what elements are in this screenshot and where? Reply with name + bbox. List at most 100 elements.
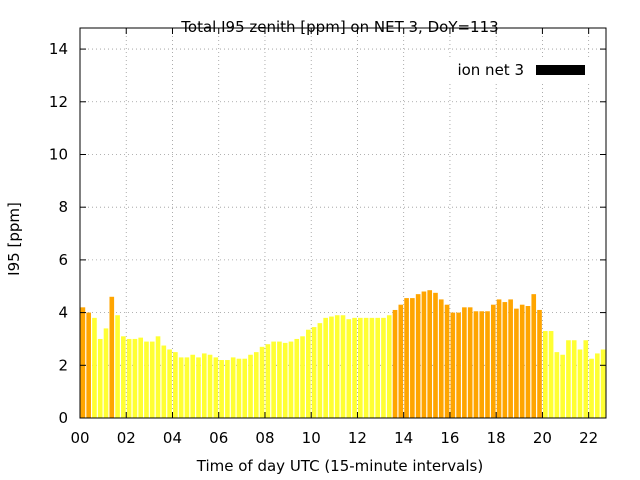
bar (144, 341, 149, 418)
bar (184, 357, 190, 418)
y-tick-label: 0 (58, 409, 68, 427)
x-axis-label: Time of day UTC (15-minute intervals) (196, 457, 483, 475)
x-tick-label: 12 (348, 429, 367, 447)
bar (519, 304, 525, 418)
bar (230, 357, 236, 418)
bar (392, 309, 398, 418)
bar (86, 312, 91, 418)
x-tick-label: 08 (255, 429, 274, 447)
bar (433, 292, 438, 418)
x-tick-label: 20 (533, 429, 552, 447)
bar (514, 308, 519, 418)
bar (363, 317, 369, 418)
bar (334, 315, 340, 418)
bar (288, 341, 294, 418)
bar (109, 296, 115, 418)
y-tick-label: 12 (49, 93, 68, 111)
bar (490, 304, 496, 418)
bar (311, 327, 317, 418)
bar (259, 346, 265, 418)
bar (542, 331, 548, 418)
bar (196, 357, 201, 418)
grid-lines (80, 28, 606, 418)
x-tick-label: 04 (163, 429, 182, 447)
bar (571, 340, 577, 418)
bar (300, 336, 305, 418)
bar (386, 315, 392, 418)
bar (173, 352, 178, 418)
bar (225, 360, 230, 418)
bar (427, 290, 433, 418)
bar (213, 357, 219, 418)
bar (271, 341, 276, 418)
bar (161, 345, 167, 418)
bar (479, 311, 485, 418)
bar (138, 337, 144, 418)
x-tick-label: 22 (579, 429, 598, 447)
bar (600, 349, 606, 418)
bar (566, 340, 571, 418)
bar (323, 317, 328, 418)
y-tick-label: 8 (58, 198, 68, 216)
bar (508, 299, 513, 418)
bar (265, 344, 271, 418)
bar (560, 354, 565, 418)
bar (219, 360, 224, 418)
bar (282, 342, 288, 418)
bar (404, 298, 409, 418)
bar (485, 311, 490, 418)
bar (340, 315, 346, 418)
bar (583, 340, 589, 418)
x-tick-label: 00 (70, 429, 89, 447)
bar (467, 307, 473, 418)
bar (462, 307, 467, 418)
bar (149, 341, 155, 418)
bar (155, 336, 161, 418)
y-tick-label: 2 (58, 356, 68, 374)
bar (190, 354, 196, 418)
bar (473, 311, 479, 418)
bar (531, 294, 537, 418)
y-axis-label: I95 [ppm] (5, 202, 23, 276)
bar (178, 357, 184, 418)
bar (381, 317, 386, 418)
bar (294, 338, 300, 418)
bar (438, 299, 444, 418)
legend-label: ion net 3 (457, 61, 524, 79)
bar (352, 317, 357, 418)
x-tick-label: 18 (487, 429, 506, 447)
bar-series (80, 290, 606, 418)
bar (167, 349, 172, 418)
bar (242, 358, 248, 418)
bar (577, 349, 583, 418)
bar (496, 299, 502, 418)
y-tick-label: 4 (58, 304, 68, 322)
bar (421, 291, 427, 418)
bar (537, 309, 542, 418)
bar (92, 317, 97, 418)
bar (369, 317, 375, 418)
bar (554, 352, 560, 418)
bar (548, 331, 554, 418)
bar (410, 298, 415, 418)
bar (456, 312, 461, 418)
y-tick-label: 10 (49, 145, 68, 163)
bar (248, 354, 253, 418)
bar (277, 341, 282, 418)
bar (132, 338, 138, 418)
y-tick-label: 14 (49, 40, 68, 58)
axis-ticks (79, 28, 606, 419)
y-tick-label: 6 (58, 251, 68, 269)
bar (126, 338, 132, 418)
bar (589, 358, 594, 418)
x-tick-label: 02 (117, 429, 136, 447)
x-tick-label: 16 (440, 429, 459, 447)
legend: ion net 3 (428, 57, 598, 83)
bar (115, 315, 120, 418)
bar (398, 304, 404, 418)
legend-swatch (536, 65, 585, 75)
bar (306, 329, 311, 418)
bar (525, 306, 531, 418)
